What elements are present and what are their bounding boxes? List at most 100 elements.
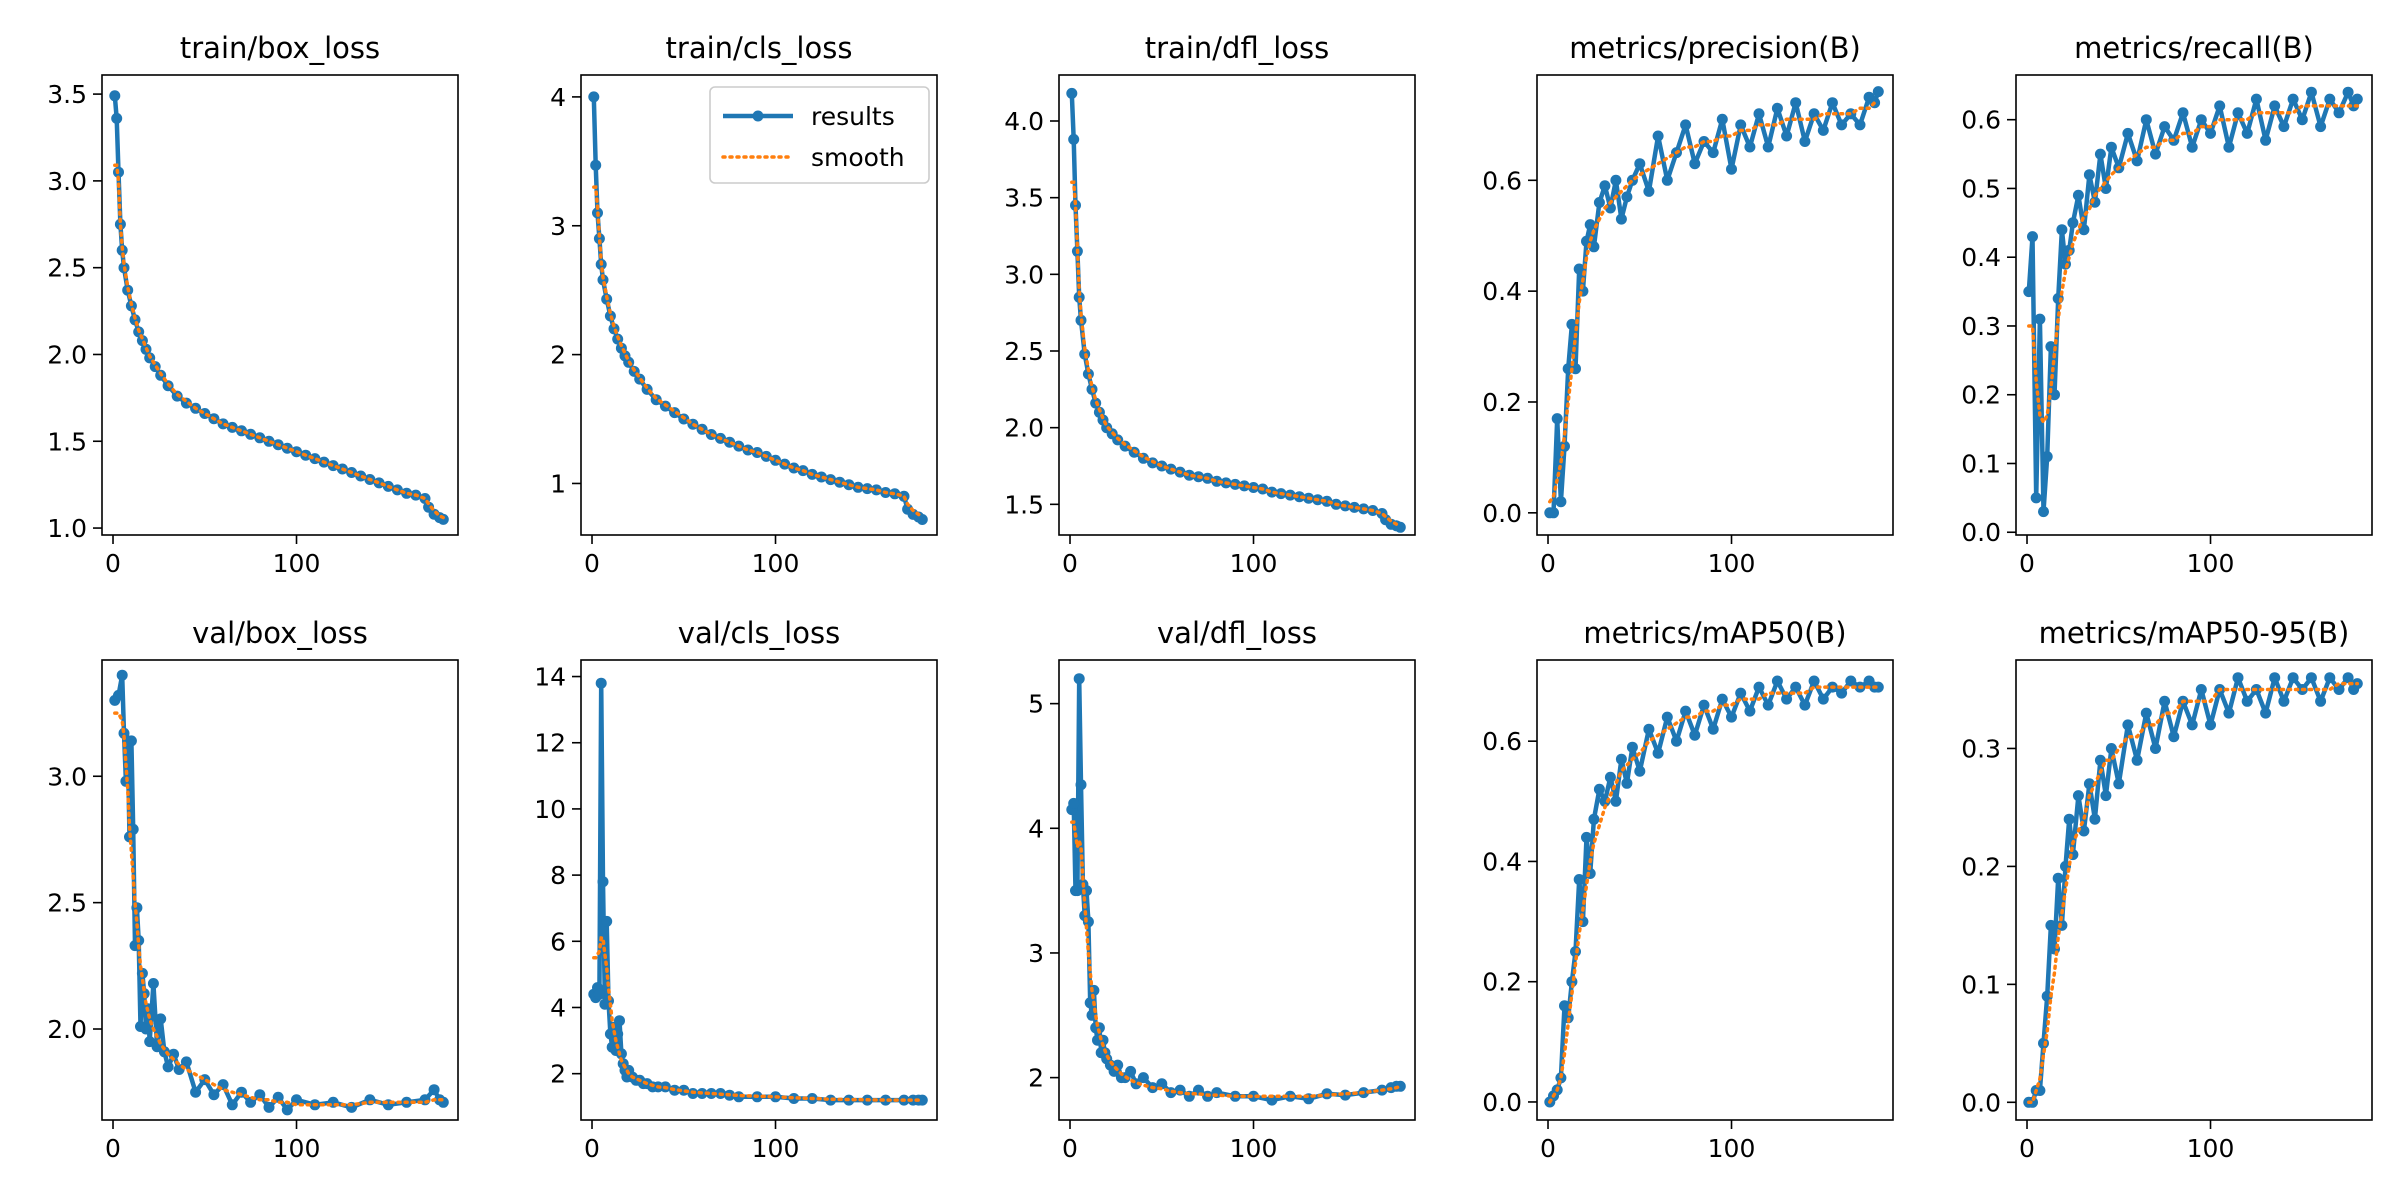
results-point [1548,507,1559,519]
results-point [2223,707,2235,719]
results-point [2351,93,2363,105]
plot-area [1544,86,1884,519]
results-point [2305,86,2317,98]
subplot-title: train/dfl_loss [1145,31,1329,65]
y-tick-label: 3.0 [47,762,87,791]
results-point [2105,743,2117,754]
results-point [2241,127,2253,139]
results-point [1689,158,1701,170]
results-point [815,471,827,483]
plot-area [1066,87,1406,533]
results-point [1808,675,1820,687]
x-tick-label: 100 [1230,549,1278,578]
results-point [1066,87,1078,99]
results-point [2223,141,2235,153]
results-point [2083,778,2095,790]
results-point [1068,797,1080,809]
axes-frame [1536,659,1894,1121]
y-tick-label: 4.0 [1004,107,1044,136]
results-point [2333,107,2345,119]
results-point [147,978,159,989]
results-point [1566,318,1578,330]
results-point [116,669,128,681]
x-tick-label: 100 [1708,1134,1756,1163]
axes-frame [580,74,938,536]
results-point [1808,108,1820,120]
results-point [1680,705,1692,717]
results-point [254,1089,266,1101]
results-point [2038,1037,2049,1049]
results-point [2122,719,2134,731]
plot-area [1066,673,1406,1106]
results-point [437,513,449,525]
subplot-7: val/cls_loss 0 100 2 4 6 8 10 12 14 [534,616,938,1163]
axes-frame [580,659,938,1121]
results-point [1698,699,1710,711]
results-point [125,735,137,747]
results-point [1555,496,1567,508]
results-point [916,1094,928,1106]
results-point [1588,241,1600,253]
y-tick-label: 0.6 [1482,166,1522,195]
results-point [111,112,123,124]
results-point [1581,831,1592,843]
results-point [705,1088,717,1099]
results-point [140,1023,152,1035]
axes-frame [1536,74,1894,536]
smooth-line [592,936,925,1102]
results-point [1573,874,1585,885]
y-tick-label: 0.2 [1482,968,1522,997]
results-point [2342,86,2354,98]
y-tick-label: 0.1 [1961,970,2001,999]
results-point [825,1094,837,1106]
results-point [614,1015,625,1027]
results-point [590,159,602,171]
results-point [2241,695,2253,707]
y-tick-label: 2 [550,1060,566,1089]
results-point [2056,224,2068,236]
y-tick-label: 0.2 [1961,852,2001,881]
results-point [1584,219,1596,231]
results-point [2083,169,2095,181]
results-point [2250,93,2262,105]
results-point [1248,1090,1259,1102]
results-point [601,915,613,927]
results-point [1610,174,1622,186]
results-point [2131,754,2143,766]
results-point [1156,1078,1168,1090]
results-point [162,1061,174,1073]
results-point [1753,108,1765,120]
smooth-line [1070,180,1403,528]
results-point [1593,783,1605,795]
results-point [155,1013,167,1025]
results-point [2030,492,2042,504]
y-tick-label: 2.5 [47,889,87,918]
x-tick-label: 100 [1230,1134,1278,1163]
x-tick-label: 0 [1062,1134,1078,1163]
legend-results-marker [752,110,764,122]
plot-area [2023,86,2363,518]
results-point [1588,813,1600,825]
results-point [1643,185,1655,197]
y-tick-label: 8 [550,861,566,890]
y-tick-label: 6 [550,927,566,956]
plot-area [109,90,449,525]
smooth-line [113,163,446,520]
results-point [1211,475,1223,487]
y-tick-label: 0.0 [1482,1088,1522,1117]
results-point [2296,114,2308,126]
y-tick-label: 3 [550,212,566,241]
results-point [1689,729,1701,741]
subplot-title: train/box_loss [180,31,380,65]
results-point [2067,217,2079,229]
results-point [2287,672,2299,684]
results-point [1604,771,1616,783]
axes-frame [101,659,459,1121]
results-point [1573,263,1585,275]
results-point [1671,735,1682,747]
results-point [2324,672,2336,684]
subplot-title: val/dfl_loss [1157,616,1317,650]
smooth-line [1070,820,1403,1099]
results-point [1559,1000,1570,1012]
